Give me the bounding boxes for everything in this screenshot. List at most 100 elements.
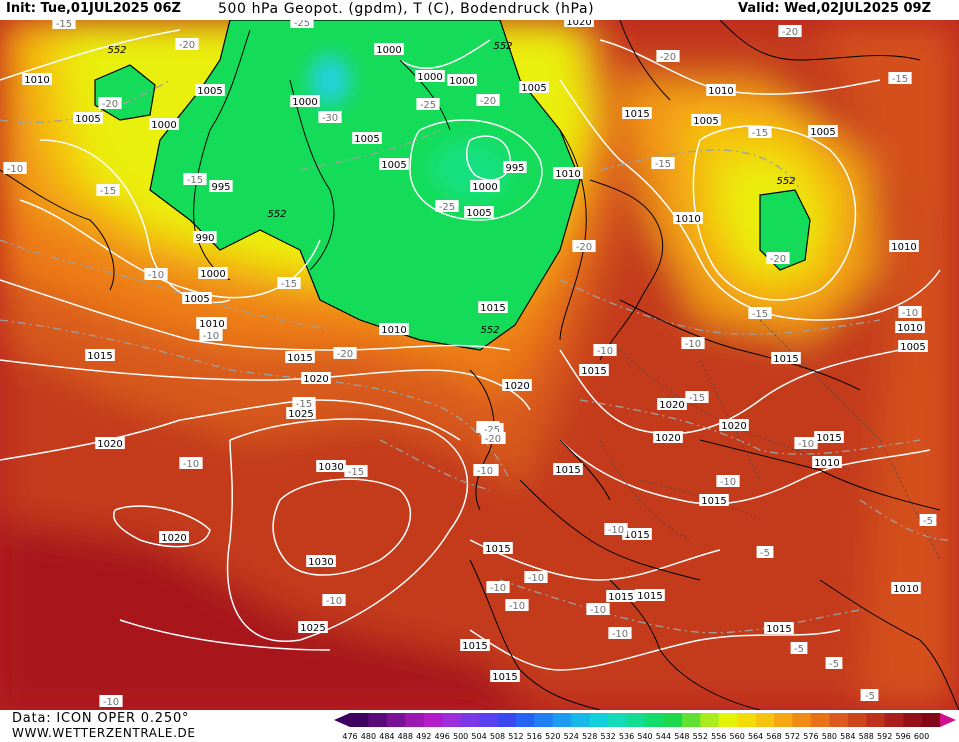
svg-text:1005: 1005 <box>75 114 100 125</box>
website-url: WWW.WETTERZENTRALE.DE <box>12 726 196 740</box>
isobar-label: 1010 <box>673 212 703 225</box>
isotherm-label: -10 <box>3 162 27 175</box>
isotherm-label: -20 <box>766 252 790 265</box>
legend-swatch <box>774 713 793 727</box>
legend-swatch <box>737 713 757 727</box>
svg-text:-15: -15 <box>281 279 297 290</box>
weather-map[interactable]: 1010 1005 1000 1005 1000 995 990 1000 1005 1010 10… <box>0 20 959 710</box>
svg-text:1015: 1015 <box>492 672 517 683</box>
legend-swatch <box>423 713 443 727</box>
legend-swatch <box>368 713 388 727</box>
svg-text:-20: -20 <box>102 99 118 110</box>
svg-text:-10: -10 <box>902 308 918 319</box>
geopotential-label: 552 <box>480 325 499 336</box>
svg-text:-15: -15 <box>689 393 705 404</box>
svg-text:-30: -30 <box>322 113 338 124</box>
legend-swatch <box>903 713 923 727</box>
svg-text:552: 552 <box>776 176 795 187</box>
svg-text:-10: -10 <box>7 164 23 175</box>
isobar-label: 1010 <box>889 240 919 253</box>
svg-text:1000: 1000 <box>292 97 317 108</box>
svg-text:1000: 1000 <box>472 182 497 193</box>
legend-tick-label: 540 <box>637 732 652 741</box>
legend-tick-label: 524 <box>564 732 579 741</box>
legend-tick-label: 492 <box>416 732 431 741</box>
legend-tick-label: 600 <box>914 732 929 741</box>
isotherm-label: -15 <box>651 157 675 170</box>
svg-text:-5: -5 <box>865 691 875 702</box>
svg-text:1005: 1005 <box>521 83 546 94</box>
isobar-label: 1005 <box>808 125 838 138</box>
isobar-label: 1010 <box>553 167 583 180</box>
svg-text:552: 552 <box>107 45 126 56</box>
isotherm-label: -20 <box>333 347 357 360</box>
svg-text:1005: 1005 <box>184 294 209 305</box>
isotherm-label: -15 <box>344 465 368 478</box>
svg-text:1015: 1015 <box>773 354 798 365</box>
legend-tick-label: 576 <box>803 732 818 741</box>
legend-swatch <box>921 713 941 727</box>
isobar-label: 1010 <box>706 84 736 97</box>
isotherm-label: -20 <box>481 432 505 445</box>
init-time: Init: Tue,01JUL2025 06Z <box>6 1 181 16</box>
legend-ticks: 476 480 484 488 492 496 500 504 508 512 516 520 524 5… <box>342 732 929 741</box>
isobar-label: 1025 <box>286 407 316 420</box>
svg-text:1020: 1020 <box>303 374 328 385</box>
legend-tick-label: 560 <box>730 732 745 741</box>
geopotential-field <box>0 20 959 710</box>
svg-text:1000: 1000 <box>151 120 176 131</box>
isobar-label: 1015 <box>460 639 490 652</box>
isotherm-label: -10 <box>524 571 548 584</box>
isobar-label: 1000 <box>374 43 404 56</box>
svg-text:1010: 1010 <box>891 242 916 253</box>
isotherm-label: -5 <box>919 514 937 527</box>
legend-swatch <box>755 713 775 727</box>
svg-text:552: 552 <box>480 325 499 336</box>
svg-text:1010: 1010 <box>199 319 224 330</box>
isobar-label: 1025 <box>298 621 328 634</box>
legend-swatch <box>645 713 664 727</box>
svg-text:1005: 1005 <box>381 160 406 171</box>
svg-text:1015: 1015 <box>462 641 487 652</box>
legend-tick-label: 552 <box>693 732 708 741</box>
geopotential-label: 552 <box>493 41 512 52</box>
isotherm-label: -10 <box>486 581 510 594</box>
isobar-label: 1010 <box>379 323 409 336</box>
isotherm-label: -20 <box>572 240 596 253</box>
svg-text:-20: -20 <box>576 242 592 253</box>
svg-text:1010: 1010 <box>814 458 839 469</box>
legend-swatch <box>571 713 591 727</box>
svg-text:-15: -15 <box>892 74 908 85</box>
legend-swatch <box>681 713 701 727</box>
legend-tick-label: 588 <box>859 732 874 741</box>
svg-text:552: 552 <box>267 209 286 220</box>
legend-swatch <box>810 713 830 727</box>
isobar-label: 1015 <box>490 670 520 683</box>
color-legend: 476 480 484 488 492 496 500 504 508 512 516 520 524 5… <box>334 713 956 741</box>
svg-text:-10: -10 <box>590 605 606 616</box>
isobar-label: 1015 <box>814 431 844 444</box>
svg-text:1015: 1015 <box>87 351 112 362</box>
svg-text:1010: 1010 <box>675 214 700 225</box>
isobar-label: 1015 <box>579 364 609 377</box>
legend-tick-label: 504 <box>471 732 486 741</box>
isobar-label: 1010 <box>891 582 921 595</box>
svg-text:1010: 1010 <box>24 75 49 86</box>
svg-text:-20: -20 <box>782 27 798 38</box>
isobar-label: 1020 <box>657 398 687 411</box>
svg-text:-10: -10 <box>720 477 736 488</box>
svg-text:-15: -15 <box>187 175 203 186</box>
isotherm-label: -10 <box>473 464 497 477</box>
isotherm-label: -20 <box>175 38 199 51</box>
isobar-label: 1010 <box>197 317 227 330</box>
svg-text:-5: -5 <box>760 548 770 559</box>
isotherm-label: -15 <box>277 277 301 290</box>
svg-text:1000: 1000 <box>449 76 474 87</box>
svg-text:552: 552 <box>493 41 512 52</box>
isotherm-label: -5 <box>790 642 808 655</box>
isotherm-label: -10 <box>794 437 818 450</box>
legend-swatch <box>608 713 628 727</box>
svg-text:1030: 1030 <box>308 557 333 568</box>
legend-tick-label: 568 <box>766 732 781 741</box>
isobar-label: 1000 <box>447 74 477 87</box>
